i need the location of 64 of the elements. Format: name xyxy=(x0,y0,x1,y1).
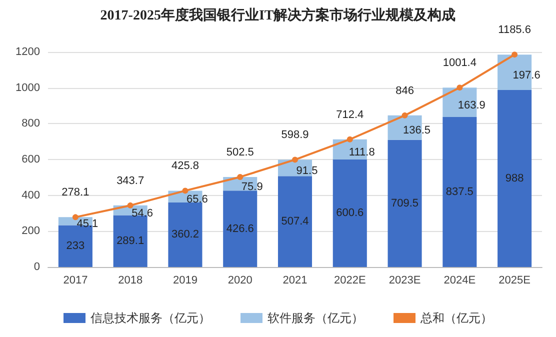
x-tick-label: 2021 xyxy=(282,274,308,286)
data-label: 163.9 xyxy=(458,99,486,112)
data-label: 197.6 xyxy=(512,69,540,82)
data-label: 45.1 xyxy=(76,218,98,230)
data-label: 233 xyxy=(66,240,85,252)
data-label: 502.5 xyxy=(226,146,254,158)
y-tick-label: 600 xyxy=(22,154,40,166)
x-tick-label: 2023E xyxy=(388,274,421,286)
y-tick-label: 1000 xyxy=(16,82,40,94)
x-tick-label: 2022E xyxy=(334,274,366,286)
data-label: 507.4 xyxy=(281,216,309,228)
x-tick-label: 2018 xyxy=(118,274,143,286)
bar xyxy=(498,90,532,267)
point xyxy=(72,214,78,220)
point xyxy=(346,136,353,142)
point xyxy=(182,188,188,194)
y-tick-label: 400 xyxy=(22,189,40,202)
point xyxy=(402,112,408,118)
data-label: 91.5 xyxy=(296,164,318,177)
data-label: 289.1 xyxy=(116,235,144,248)
data-label: 343.7 xyxy=(116,174,144,187)
data-label: 75.9 xyxy=(241,180,263,193)
y-tick-label: 200 xyxy=(22,225,40,238)
x-tick-label: 2025E xyxy=(498,274,530,286)
legend-label: 总和（亿元） xyxy=(420,311,492,325)
data-label: 360.2 xyxy=(171,228,199,241)
x-tick-label: 2020 xyxy=(228,274,252,286)
data-label: 837.5 xyxy=(446,186,474,198)
data-label: 54.6 xyxy=(132,207,154,220)
point xyxy=(456,84,463,91)
y-tick-label: 0 xyxy=(34,261,40,273)
data-label: 712.4 xyxy=(336,108,364,121)
data-label: 278.1 xyxy=(62,186,90,199)
chart-title: 2017-2025年度我国银行业IT解决方案市场行业规模及构成 xyxy=(100,6,456,24)
legend-label: 信息技术服务（亿元） xyxy=(90,311,210,325)
data-label: 111.8 xyxy=(348,146,375,158)
bar xyxy=(168,202,202,267)
bar xyxy=(113,215,148,267)
data-label: 600.6 xyxy=(336,207,364,220)
x-tick-label: 2019 xyxy=(172,274,198,286)
x-tick-label: 2024E xyxy=(444,274,476,286)
y-tick-label: 1200 xyxy=(16,46,40,58)
bar xyxy=(223,190,258,267)
data-label: 709.5 xyxy=(391,197,419,210)
bar xyxy=(388,140,422,267)
data-label: 426.6 xyxy=(226,222,254,235)
data-label: 1185.6 xyxy=(498,24,531,36)
y-tick-label: 800 xyxy=(22,118,40,130)
point xyxy=(292,156,298,163)
bar xyxy=(332,159,367,267)
legend-label: 软件服务（亿元） xyxy=(268,311,364,325)
point xyxy=(512,52,518,58)
data-label: 136.5 xyxy=(403,124,431,137)
bar xyxy=(442,116,477,267)
bar xyxy=(278,176,312,267)
data-label: 598.9 xyxy=(281,129,309,142)
data-label: 846 xyxy=(396,84,414,97)
data-label: 425.8 xyxy=(171,160,199,172)
point xyxy=(237,174,244,180)
data-label: 1001.4 xyxy=(442,57,476,70)
x-tick-label: 2017 xyxy=(63,274,88,286)
point xyxy=(127,202,134,208)
data-label: 988 xyxy=(505,172,524,184)
data-label: 65.6 xyxy=(186,194,208,206)
